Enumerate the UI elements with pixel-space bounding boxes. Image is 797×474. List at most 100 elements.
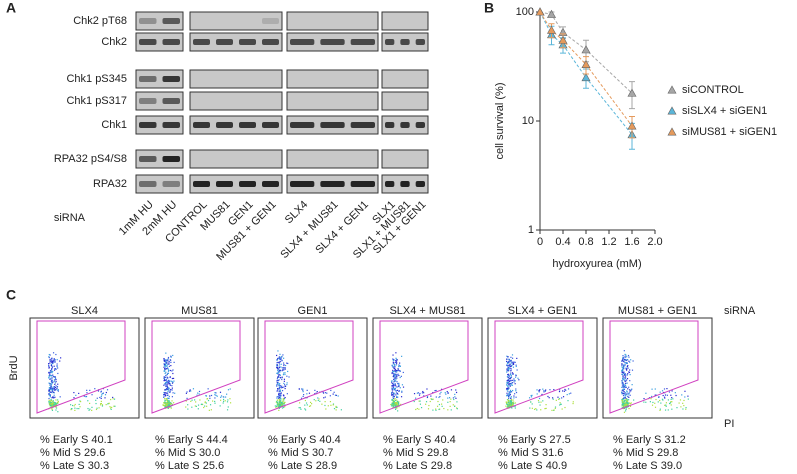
event-dot — [622, 377, 624, 379]
event-dot — [214, 394, 216, 396]
event-dot — [279, 386, 281, 389]
event-dot — [510, 372, 512, 374]
blot-box — [189, 69, 283, 89]
event-dot — [452, 397, 454, 399]
event-dot — [447, 409, 449, 411]
sirna-label: siRNA — [724, 305, 756, 317]
event-dot — [625, 402, 627, 404]
event-dot — [624, 400, 627, 402]
event-dot — [109, 406, 111, 408]
event-dot — [166, 359, 168, 361]
event-dot — [438, 396, 440, 399]
band — [290, 181, 315, 187]
event-dot — [308, 405, 311, 407]
plot-frame — [487, 317, 598, 419]
event-dot — [112, 398, 114, 400]
event-dot — [538, 397, 541, 400]
event-dot — [506, 388, 508, 390]
event-dot — [510, 369, 512, 371]
stat-line: % Early S 40.4 — [383, 434, 456, 446]
event-dot — [512, 373, 514, 375]
event-dot — [276, 383, 279, 385]
event-dot — [506, 363, 509, 365]
event-dot — [547, 395, 549, 398]
event-dot — [392, 405, 395, 407]
event-dot — [511, 354, 514, 356]
event-dot — [668, 402, 671, 405]
stat-line: % Mid S 29.8 — [383, 447, 448, 459]
event-dot — [324, 396, 326, 398]
event-dot — [49, 360, 51, 362]
event-dot — [163, 370, 166, 372]
band — [320, 122, 345, 128]
event-dot — [79, 400, 81, 402]
event-dot — [104, 397, 106, 399]
event-dot — [206, 398, 209, 400]
event-dot — [670, 404, 672, 406]
event-dot — [171, 389, 173, 391]
event-dot — [622, 398, 624, 400]
event-dot — [393, 370, 395, 373]
event-dot — [50, 391, 52, 393]
event-dot — [57, 400, 59, 403]
event-dot — [110, 398, 112, 401]
event-dot — [277, 350, 279, 352]
event-dot — [622, 367, 625, 369]
event-dot — [630, 402, 632, 404]
band — [385, 122, 395, 128]
event-dot — [282, 398, 284, 400]
event-dot — [89, 389, 91, 391]
event-dot — [509, 401, 511, 403]
event-dot — [627, 399, 629, 401]
event-dot — [665, 405, 667, 407]
event-dot — [281, 404, 283, 406]
event-dot — [622, 358, 624, 360]
event-dot — [278, 369, 280, 371]
event-dot — [224, 400, 226, 402]
event-dot — [276, 383, 278, 386]
event-dot — [281, 386, 283, 389]
event-dot — [393, 363, 396, 366]
event-dot — [666, 394, 669, 396]
event-dot — [629, 369, 631, 371]
event-dot — [548, 397, 550, 399]
event-dot — [397, 404, 399, 406]
event-dot — [396, 377, 398, 379]
event-dot — [564, 388, 566, 391]
band — [139, 181, 157, 187]
band — [216, 181, 233, 187]
event-dot — [191, 399, 193, 401]
event-dot — [196, 394, 198, 396]
event-dot — [280, 386, 282, 388]
event-dot — [393, 406, 395, 408]
event-dot — [85, 395, 88, 398]
event-dot — [276, 372, 278, 374]
event-dot — [440, 388, 443, 390]
event-dot — [539, 404, 541, 406]
event-dot — [333, 391, 335, 393]
event-dot — [544, 390, 547, 392]
event-dot — [283, 367, 285, 369]
event-dot — [56, 365, 58, 368]
event-dot — [277, 372, 279, 375]
event-dot — [190, 390, 192, 392]
event-dot — [395, 407, 397, 409]
event-dot — [397, 400, 399, 402]
event-dot — [508, 397, 510, 399]
event-dot — [50, 388, 53, 390]
event-dot — [391, 405, 393, 407]
event-dot — [53, 401, 55, 403]
event-dot — [164, 395, 167, 397]
event-dot — [55, 409, 57, 411]
event-dot — [164, 370, 166, 372]
event-dot — [507, 376, 509, 379]
event-dot — [55, 353, 57, 356]
event-dot — [164, 376, 166, 379]
y-axis-label: BrdU — [8, 355, 20, 380]
event-dot — [665, 402, 668, 404]
event-dot — [83, 395, 85, 397]
event-dot — [70, 404, 72, 406]
event-dot — [506, 407, 508, 409]
event-dot — [194, 405, 196, 407]
event-dot — [393, 359, 395, 361]
